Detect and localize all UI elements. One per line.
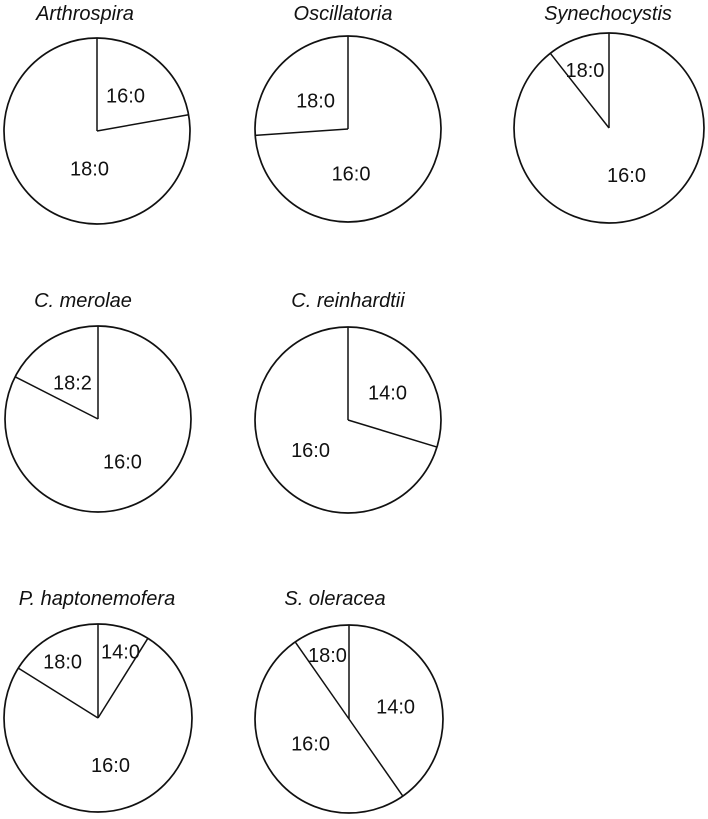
pie-title: P. haptonemofera xyxy=(19,588,175,610)
slice-label: 16:0 xyxy=(291,440,330,462)
pie-title: C. merolae xyxy=(34,290,132,312)
slice-label: 14:0 xyxy=(368,383,407,405)
pie-title: Oscillatoria xyxy=(294,3,393,25)
pie-chart-oscillatoria: 16:0 18:0 Oscillatoria xyxy=(254,3,442,223)
slice-boundary-line xyxy=(97,637,149,719)
slice-label: 16:0 xyxy=(91,755,130,777)
slice-boundary-line xyxy=(17,667,99,719)
pie-title: Synechocystis xyxy=(544,3,672,25)
slice-label: 18:0 xyxy=(43,651,82,673)
pie-chart-p-haptonemofera: 14:0 16:0 18:0 P. haptonemofera xyxy=(3,588,193,813)
slice-label: 18:0 xyxy=(70,158,109,180)
slice-boundary-line xyxy=(96,113,189,132)
slice-boundary-line xyxy=(14,376,99,420)
slice-label: 18:0 xyxy=(565,60,604,82)
slice-boundary-line xyxy=(347,419,438,448)
slice-boundary-line xyxy=(549,52,610,129)
pie-chart-synechocystis: 16:0 18:0 Synechocystis xyxy=(513,3,705,224)
slice-boundary-line xyxy=(348,718,404,797)
slice-label: 16:0 xyxy=(106,86,145,108)
slice-boundary-line xyxy=(294,641,350,720)
pie-chart-s-oleracea: 14:0 16:0 18:0 S. oleracea xyxy=(254,588,444,814)
pie-chart-c-reinhardtii: 14:0 16:0 C. reinhardtii xyxy=(254,290,442,514)
slice-label: 14:0 xyxy=(376,697,415,719)
slice-label: 16:0 xyxy=(103,451,142,473)
slice-label: 16:0 xyxy=(291,734,330,756)
slice-label: 14:0 xyxy=(101,642,140,664)
slice-boundary-line xyxy=(255,128,349,137)
pie-title: C. reinhardtii xyxy=(291,290,405,312)
slice-label: 16:0 xyxy=(607,165,646,187)
slice-label: 16:0 xyxy=(332,163,371,185)
slice-label: 18:2 xyxy=(53,373,92,395)
slice-label: 18:0 xyxy=(308,645,347,667)
pie-chart-c-merolae: 16:0 18:2 C. merolae xyxy=(4,290,192,513)
pie-title: Arthrospira xyxy=(35,3,134,25)
pie-title: S. oleracea xyxy=(284,588,385,610)
pie-chart-arthrospira: 16:0 18:0 Arthrospira xyxy=(3,3,191,225)
slice-label: 18:0 xyxy=(296,90,335,112)
